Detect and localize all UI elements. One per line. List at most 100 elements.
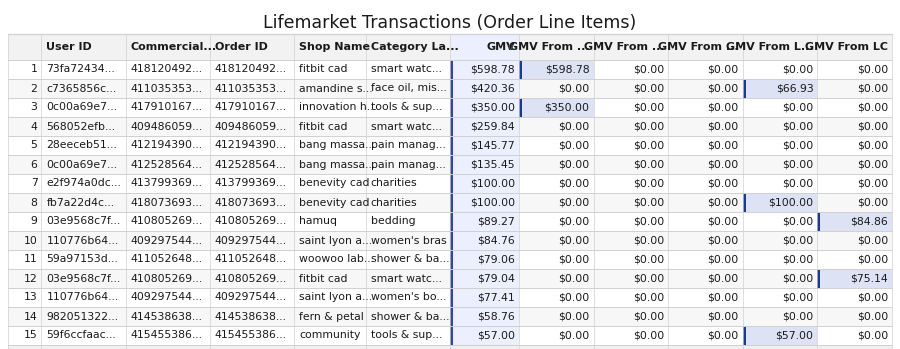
Bar	[8, 212, 892, 231]
Text: $0.00: $0.00	[707, 292, 739, 303]
Text: $0.00: $0.00	[782, 121, 814, 132]
Text: $0.00: $0.00	[857, 198, 888, 208]
Text: 59f6ccfaac...: 59f6ccfaac...	[47, 331, 116, 341]
Text: $0.00: $0.00	[558, 159, 590, 170]
Text: $598.78: $598.78	[544, 65, 590, 74]
Text: $0.00: $0.00	[707, 65, 739, 74]
Text: Shop Name: Shop Name	[299, 42, 370, 52]
Text: Commercial...: Commercial...	[130, 42, 217, 52]
Text: $598.78: $598.78	[471, 65, 515, 74]
Text: $350.00: $350.00	[470, 103, 515, 112]
Bar	[8, 98, 892, 117]
Text: $0.00: $0.00	[707, 121, 739, 132]
Text: $0.00: $0.00	[857, 312, 888, 321]
Text: $0.00: $0.00	[857, 331, 888, 341]
Text: $0.00: $0.00	[633, 65, 664, 74]
Text: $0.00: $0.00	[782, 103, 814, 112]
Text: $0.00: $0.00	[633, 331, 664, 341]
Text: $420.36: $420.36	[470, 83, 515, 94]
Bar	[450, 326, 453, 345]
Text: 13: 13	[23, 292, 38, 303]
Text: innovation h...: innovation h...	[299, 103, 377, 112]
Text: face oil, mis...: face oil, mis...	[371, 83, 446, 94]
Bar	[450, 269, 453, 288]
Text: $0.00: $0.00	[782, 159, 814, 170]
Bar	[450, 117, 519, 136]
Bar	[742, 79, 817, 98]
Text: 410805269...: 410805269...	[215, 216, 287, 227]
Text: fern & petal: fern & petal	[299, 312, 364, 321]
Text: $0.00: $0.00	[633, 254, 664, 265]
Text: GMV From ...: GMV From ...	[508, 42, 590, 52]
Text: saint lyon a...: saint lyon a...	[299, 236, 373, 245]
Bar	[8, 117, 892, 136]
Text: $0.00: $0.00	[633, 83, 664, 94]
Text: 418120492...: 418120492...	[130, 65, 202, 74]
Text: $0.00: $0.00	[857, 65, 888, 74]
Text: $0.00: $0.00	[857, 178, 888, 188]
Bar	[450, 155, 453, 174]
Text: $0.00: $0.00	[633, 159, 664, 170]
Text: 418120492...: 418120492...	[215, 65, 287, 74]
Bar	[519, 98, 593, 117]
Text: 414538638...: 414538638...	[130, 312, 202, 321]
Text: 410805269...: 410805269...	[130, 216, 202, 227]
Text: $0.00: $0.00	[857, 254, 888, 265]
Text: 03e9568c7f...: 03e9568c7f...	[47, 216, 121, 227]
Bar	[450, 212, 519, 231]
Bar	[742, 326, 746, 345]
Text: 412194390...: 412194390...	[215, 141, 287, 150]
Text: charities: charities	[371, 178, 418, 188]
Text: fitbit cad: fitbit cad	[299, 274, 347, 283]
Text: $0.00: $0.00	[558, 292, 590, 303]
Text: $0.00: $0.00	[633, 216, 664, 227]
Text: $350.00: $350.00	[544, 103, 590, 112]
Text: smart watc...: smart watc...	[371, 65, 442, 74]
Text: 2: 2	[31, 83, 38, 94]
Text: 982051322...: 982051322...	[47, 312, 119, 321]
Text: 409297544...: 409297544...	[130, 292, 202, 303]
Text: $0.00: $0.00	[633, 312, 664, 321]
Text: $100.00: $100.00	[769, 198, 814, 208]
Text: tools & sup...: tools & sup...	[371, 331, 442, 341]
Text: $0.00: $0.00	[633, 292, 664, 303]
Bar	[450, 174, 519, 193]
Text: $0.00: $0.00	[707, 198, 739, 208]
Text: $100.00: $100.00	[470, 198, 515, 208]
Text: 6: 6	[31, 159, 38, 170]
Text: 9: 9	[31, 216, 38, 227]
Text: 409297544...: 409297544...	[215, 292, 287, 303]
Text: $0.00: $0.00	[558, 331, 590, 341]
Bar	[817, 269, 821, 288]
Text: $0.00: $0.00	[633, 198, 664, 208]
Text: charities: charities	[371, 198, 418, 208]
Text: $0.00: $0.00	[707, 159, 739, 170]
Text: 409486059...: 409486059...	[215, 121, 287, 132]
Text: v: v	[508, 43, 514, 52]
Text: 411052648...: 411052648...	[130, 254, 202, 265]
Text: $0.00: $0.00	[857, 121, 888, 132]
Text: 410805269...: 410805269...	[215, 274, 287, 283]
Text: $0.00: $0.00	[857, 159, 888, 170]
Bar	[450, 136, 519, 155]
Bar	[450, 60, 519, 79]
Text: User ID: User ID	[47, 42, 92, 52]
Text: $57.00: $57.00	[776, 331, 814, 341]
Text: $0.00: $0.00	[707, 274, 739, 283]
Text: 417910167...: 417910167...	[130, 103, 202, 112]
Bar	[450, 269, 519, 288]
Text: $0.00: $0.00	[782, 312, 814, 321]
Bar	[450, 288, 519, 307]
Bar	[450, 155, 519, 174]
Text: fitbit cad: fitbit cad	[299, 121, 347, 132]
Text: $0.00: $0.00	[558, 178, 590, 188]
Text: 409486059...: 409486059...	[130, 121, 202, 132]
Bar	[450, 98, 453, 117]
Text: 28eeceb51...: 28eeceb51...	[47, 141, 117, 150]
Text: $0.00: $0.00	[558, 216, 590, 227]
Text: tools & sup...: tools & sup...	[371, 103, 442, 112]
Bar	[8, 307, 892, 326]
Text: 12: 12	[23, 274, 38, 283]
Text: $0.00: $0.00	[558, 254, 590, 265]
Bar	[450, 79, 453, 98]
